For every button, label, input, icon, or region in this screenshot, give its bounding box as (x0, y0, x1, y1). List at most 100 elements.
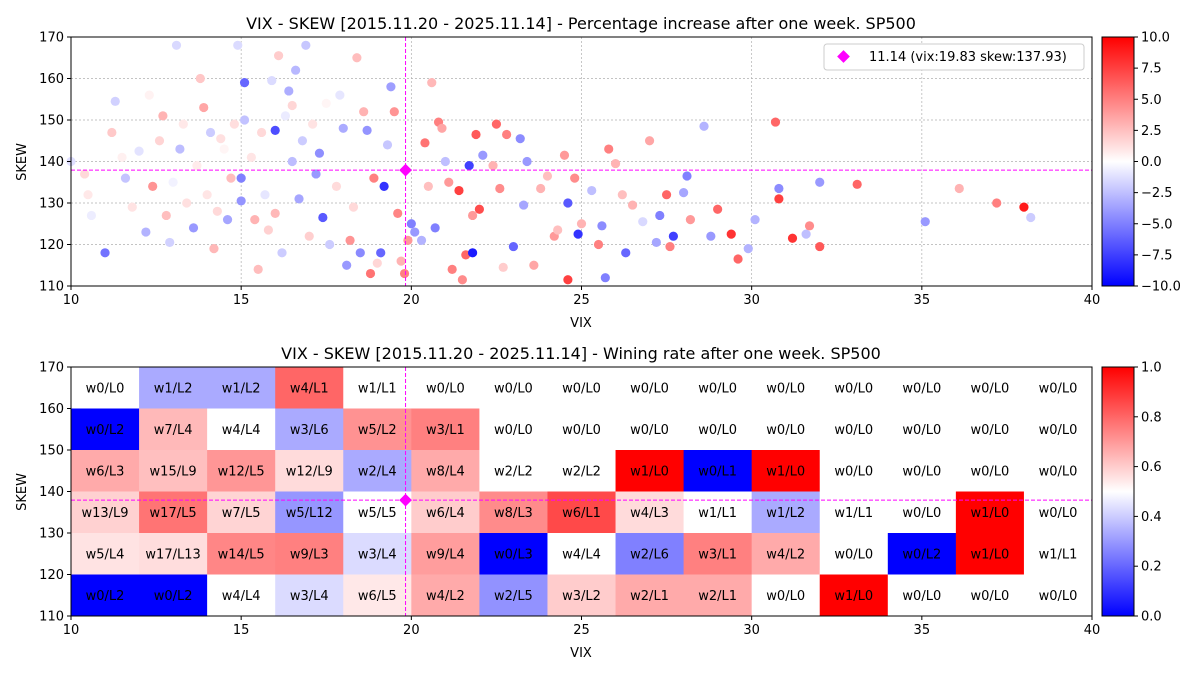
heatmap-cell-label: w6/L1 (562, 506, 601, 521)
scatter-point (199, 102, 209, 113)
heatmap-cell-label: w2/L1 (698, 589, 737, 604)
heatmap-cell-label: w2/L1 (630, 589, 669, 604)
heatmap-cell (411, 533, 480, 575)
heatmap-cell (71, 450, 140, 492)
scatter-point (661, 190, 672, 200)
scatter-point (682, 171, 692, 181)
scatter-point (342, 260, 352, 270)
heatmap-cell (887, 408, 957, 451)
heatmap-cell-label: w4/L4 (222, 423, 261, 438)
scatter-point (331, 181, 342, 191)
scatter-point (420, 138, 430, 148)
scatter-point (226, 173, 236, 183)
scatter-point (467, 210, 478, 221)
current-diamond-marker (399, 163, 412, 177)
scatter-point (212, 206, 222, 216)
heatmap-cell-label: w0/L0 (562, 381, 601, 396)
scatter-point (563, 275, 573, 285)
scatter-point (471, 129, 481, 140)
scatter-point (287, 156, 297, 167)
colorbar-tick-label: 0.0 (1141, 155, 1162, 170)
heatmap-cell (411, 450, 480, 492)
x-tick-label: 35 (914, 623, 931, 638)
heatmap-cell-label: w4/L2 (766, 547, 805, 562)
heatmap-cell (751, 574, 821, 617)
scatter-point (992, 198, 1002, 208)
heatmap-cell-label: w0/L0 (766, 423, 805, 438)
scatter-point (335, 90, 345, 100)
heatmap-cell-label: w12/L9 (286, 464, 333, 479)
heatmap-cell-label: w0/L2 (154, 589, 193, 604)
heatmap-cell-label: w2/L2 (562, 464, 601, 479)
colorbar-tick-label: −5.0 (1141, 217, 1173, 232)
heatmap-cell (71, 533, 140, 575)
heatmap-cell-label: w8/L3 (494, 506, 533, 521)
scatter-point (219, 144, 229, 154)
heatmap-cell-label: w0/L0 (834, 381, 873, 396)
heatmap-cell (547, 367, 617, 409)
scatter-point (617, 190, 627, 200)
heatmap-cell (615, 574, 685, 617)
x-tick-label: 40 (1084, 293, 1101, 308)
scatter-colorbar: 10.0 7.5 5.0 2.5 0.0 −2.5 −5.0 −7.5 −10.0 (1101, 31, 1181, 295)
scatter-point (365, 268, 376, 279)
heatmap-cell-label: w0/L0 (1039, 381, 1078, 396)
heatmap-cell (275, 408, 344, 451)
heatmap-cell-label: w0/L0 (494, 423, 533, 438)
y-tick-label: 170 (39, 31, 64, 46)
scatter-point (706, 231, 716, 241)
heatmap-cell (615, 367, 685, 409)
scatter-point (410, 227, 420, 237)
heatmap-cell (1023, 450, 1093, 492)
scatter-point (202, 190, 212, 200)
heatmap-cell-label: w0/L0 (1039, 589, 1078, 604)
heatmap-cell-label: w0/L0 (426, 381, 465, 396)
heatmap-cell (615, 533, 685, 575)
heatmap-cell-label: w1/L1 (358, 381, 397, 396)
heatmap-cell (819, 408, 889, 451)
scatter-point (573, 229, 583, 239)
scatter-point (801, 229, 811, 239)
scatter-point (559, 150, 570, 160)
heatmap-cell (751, 408, 821, 451)
scatter-point (362, 125, 372, 135)
scatter-point (488, 161, 498, 171)
heatmap-cell (139, 408, 208, 451)
y-tick-label: 170 (39, 361, 64, 376)
heatmap-cell-label: w3/L2 (562, 589, 601, 604)
heatmap-cell (275, 491, 344, 534)
scatter-point (355, 248, 365, 258)
heatmap-cell (411, 408, 480, 451)
scatter-point (376, 248, 386, 258)
scatter-point (519, 200, 529, 210)
heatmap-cell (751, 367, 821, 409)
heatmap-cell-label: w4/L4 (562, 547, 601, 562)
heatmap-cell (207, 533, 276, 575)
scatter-point (563, 198, 573, 208)
scatter-point (651, 237, 661, 248)
scatter-point (270, 125, 280, 135)
heatmap-cell (139, 574, 208, 617)
heatmap-cell (343, 408, 412, 451)
heatmap-cell-label: w0/L0 (1039, 464, 1078, 479)
colorbar-tick-label: 1.0 (1141, 361, 1162, 376)
scatter-point (379, 181, 389, 191)
heatmap-cell (887, 491, 957, 534)
colorbar-tick-label: −10.0 (1141, 280, 1181, 295)
scatter-point (216, 134, 226, 144)
legend-label: 11.14 (vix:19.83 skew:137.93) (869, 50, 1067, 65)
scatter-title: VIX - SKEW [2015.11.20 - 2025.11.14] - P… (246, 14, 916, 33)
heatmap-chart: VIX - SKEW [2015.11.20 - 2025.11.14] - W… (15, 344, 1162, 661)
heatmap-title: VIX - SKEW [2015.11.20 - 2025.11.14] - W… (281, 344, 881, 363)
heatmap-cell (955, 533, 1025, 575)
heatmap-cell (139, 533, 208, 575)
heatmap-cell-label: w3/L1 (426, 423, 465, 438)
heatmap-cell (275, 533, 344, 575)
scatter-point (267, 75, 277, 86)
scatter-point (679, 188, 689, 198)
x-tick-label: 15 (233, 293, 250, 308)
scatter-point (304, 231, 314, 241)
scatter-point (665, 241, 675, 252)
scatter-point (141, 227, 151, 237)
colorbar-tick-label: 7.5 (1141, 62, 1162, 77)
